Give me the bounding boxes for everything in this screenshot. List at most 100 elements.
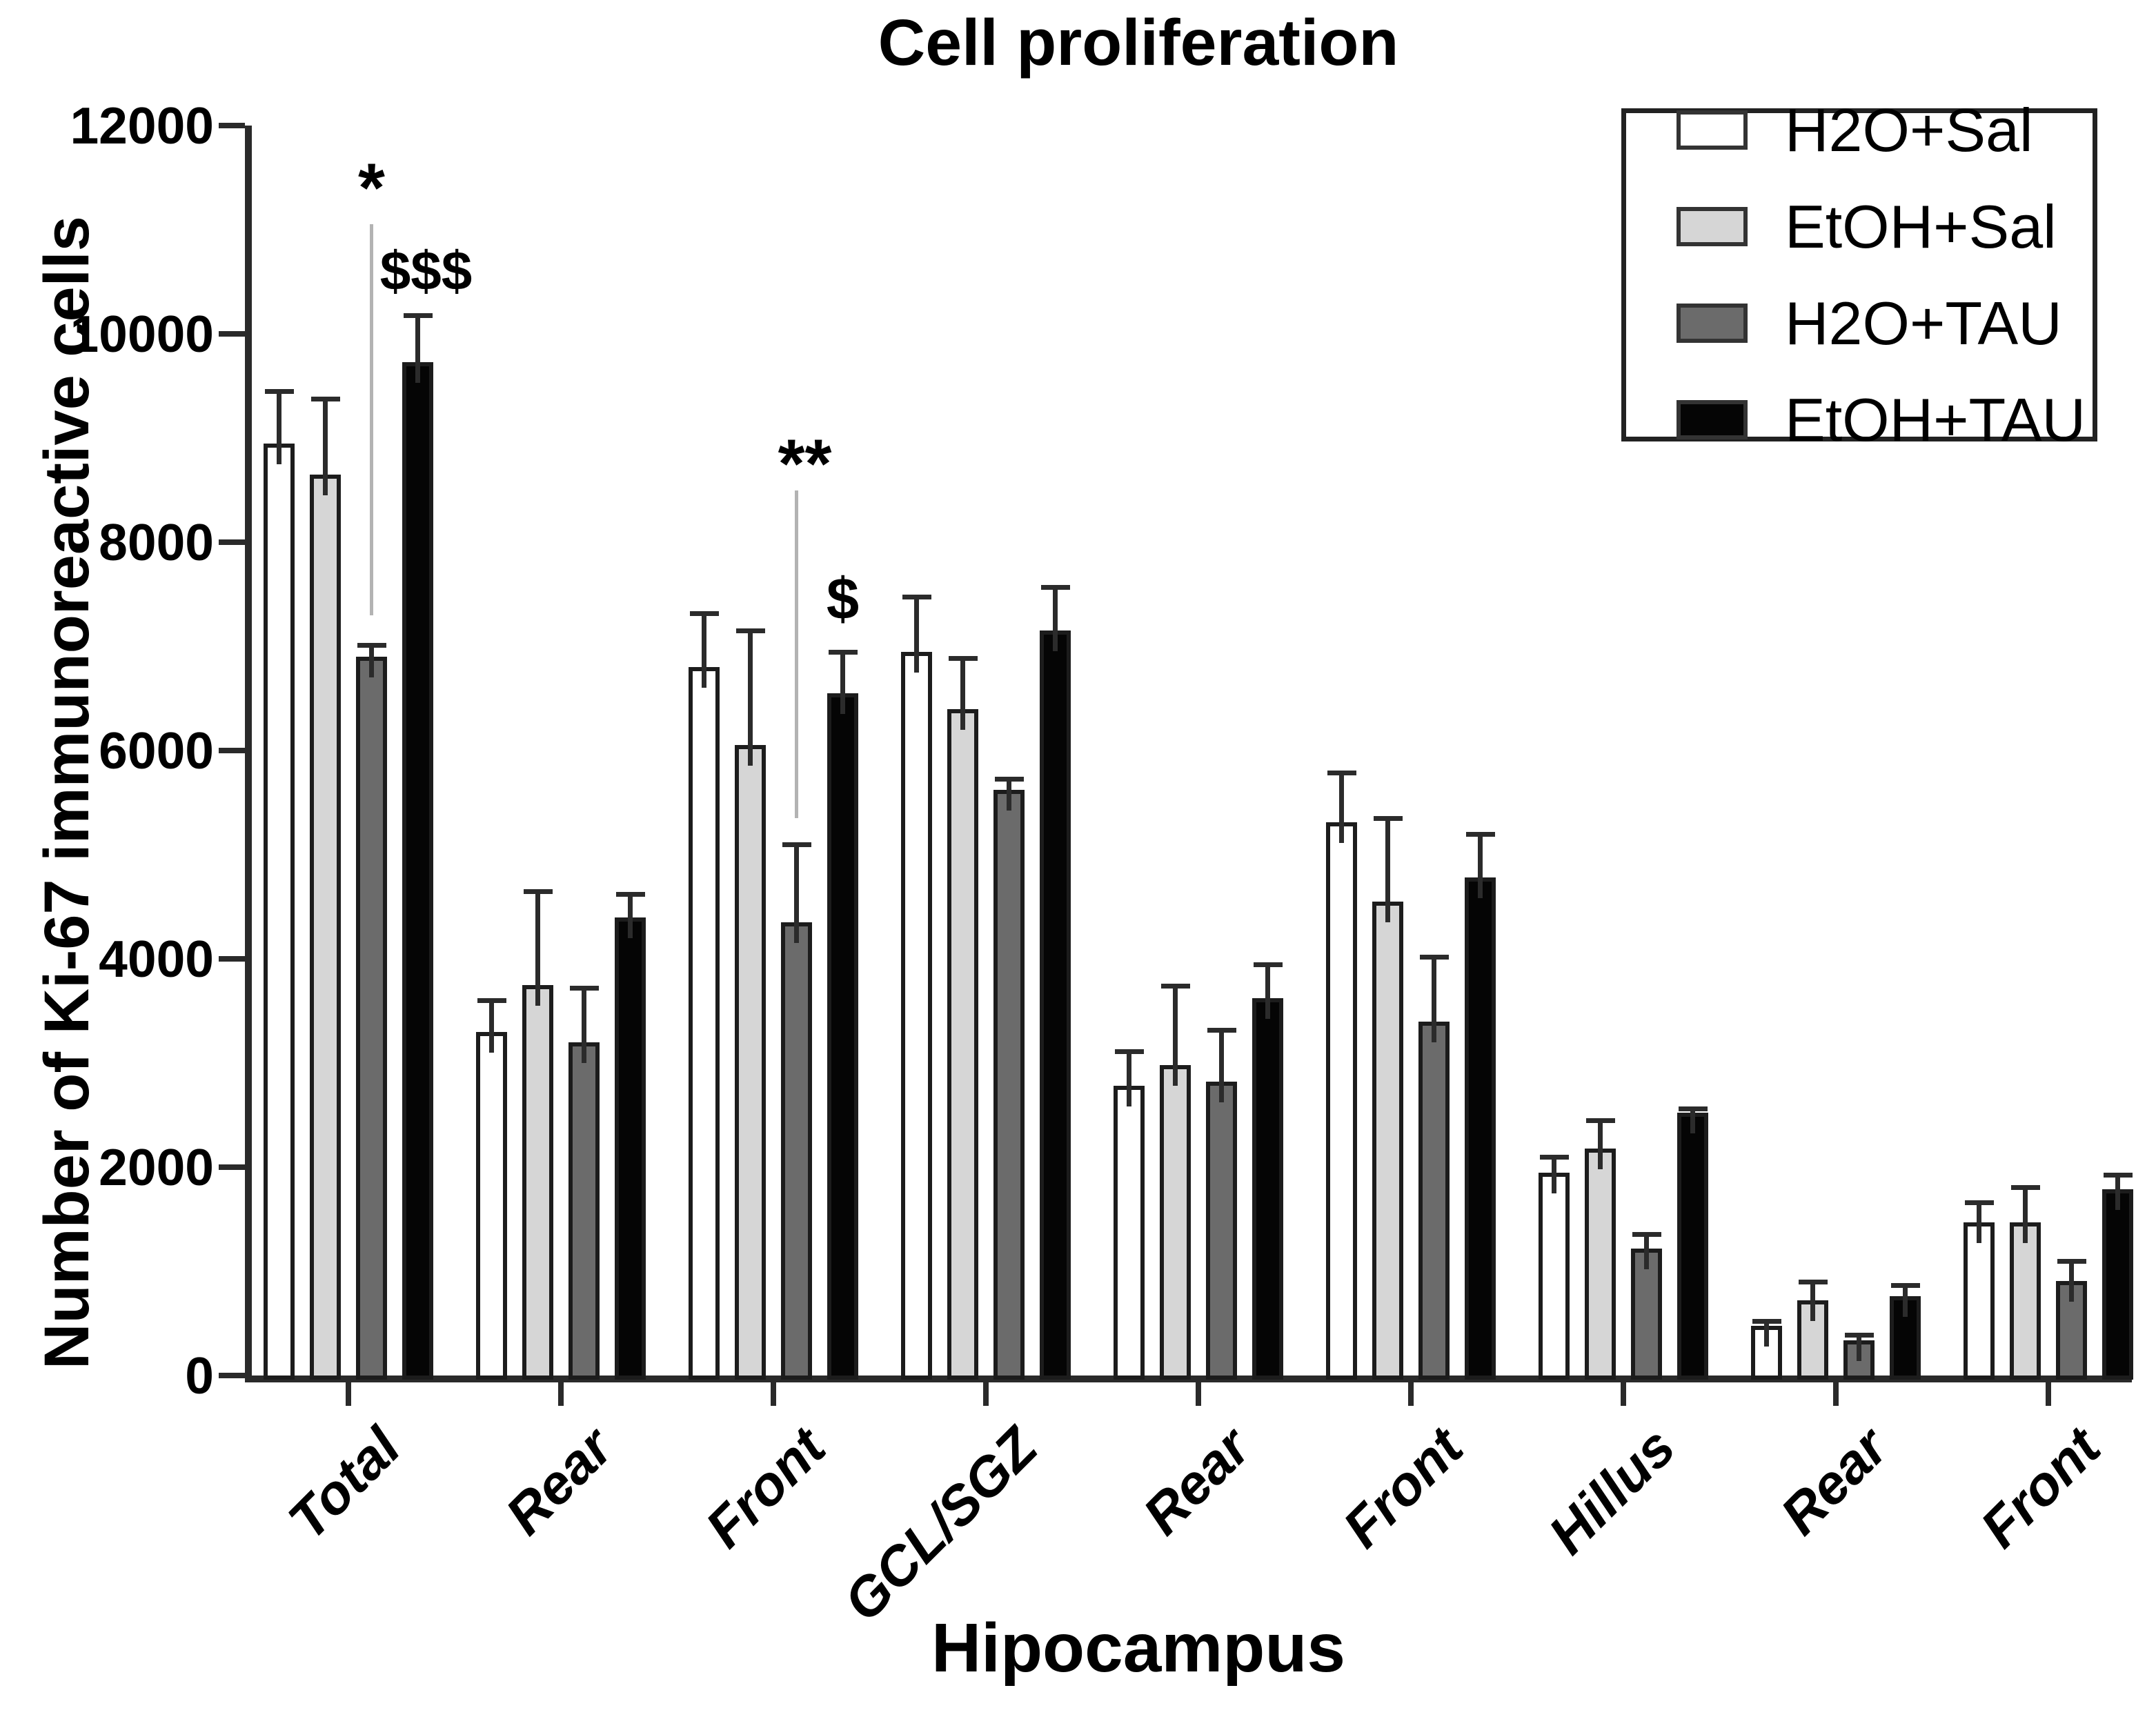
x-tick-mark — [1196, 1382, 1201, 1406]
bar-EtOH+Sal-GCL/SGZ — [947, 708, 978, 1380]
y-tick-mark — [219, 1164, 245, 1170]
error-bar-cap — [1752, 1319, 1781, 1324]
error-bar-whisker — [1432, 956, 1436, 1042]
bar-H2O+Sal-Total — [264, 443, 295, 1380]
y-axis-line — [245, 126, 252, 1382]
bar-H2O+Sal-Front — [689, 667, 720, 1380]
bar-H2O+TAU-Rear — [1843, 1340, 1875, 1380]
x-category-label: GCL/SGZ — [832, 1416, 1049, 1633]
error-bar-whisker — [415, 315, 420, 383]
error-bar-cap — [2010, 1184, 2040, 1190]
x-tick-mark — [1621, 1382, 1626, 1406]
legend-label: H2O+TAU — [1785, 288, 2062, 357]
error-bar-cap — [1253, 962, 1283, 967]
error-bar-cap — [1114, 1049, 1144, 1055]
significance-line — [370, 224, 373, 615]
bar-EtOH+Sal-Front — [2010, 1222, 2041, 1380]
x-tick-mark — [771, 1382, 776, 1406]
x-tick-mark — [1833, 1382, 1839, 1406]
error-bar-whisker — [277, 391, 281, 464]
error-bar-cap — [1798, 1280, 1828, 1285]
error-bar-whisker — [323, 398, 328, 495]
error-bar-cap — [264, 389, 294, 395]
error-bar-whisker — [840, 651, 845, 714]
error-bar-cap — [523, 888, 553, 894]
error-bar-cap — [735, 628, 765, 634]
error-bar-whisker — [1219, 1029, 1224, 1103]
legend-item-H2O+TAU: H2O+TAU — [1677, 292, 2093, 355]
error-bar-cap — [2103, 1172, 2133, 1178]
error-bar-whisker — [1007, 778, 1011, 811]
legend-item-H2O+Sal: H2O+Sal — [1677, 99, 2093, 161]
legend-swatch-icon — [1677, 400, 1748, 439]
error-bar-cap — [689, 610, 719, 616]
error-bar-whisker — [582, 988, 586, 1063]
bar-H2O+TAU-Hillus — [1631, 1248, 1662, 1380]
error-bar-cap — [1207, 1027, 1236, 1033]
y-tick-mark — [219, 956, 245, 962]
error-bar-cap — [1040, 584, 1070, 590]
error-bar-cap — [994, 776, 1024, 782]
y-tick-mark — [219, 123, 245, 128]
legend-swatch-icon — [1677, 110, 1748, 150]
significance-marker: ** — [778, 425, 832, 503]
significance-marker: * — [358, 149, 385, 227]
bar-EtOH+TAU-Total — [402, 361, 433, 1380]
x-category-label: Front — [693, 1416, 837, 1560]
error-bar-whisker — [535, 891, 540, 1006]
error-bar-whisker — [1644, 1233, 1649, 1269]
bar-EtOH+TAU-Front — [827, 693, 858, 1380]
bar-EtOH+TAU-Front — [1465, 877, 1496, 1380]
x-axis-title: Hipocampus — [931, 1609, 1346, 1687]
significance-marker: $ — [826, 566, 860, 633]
bar-EtOH+Sal-Front — [1372, 901, 1403, 1380]
error-bar-cap — [2057, 1258, 2086, 1264]
error-bar-cap — [615, 892, 645, 897]
error-bar-cap — [1890, 1282, 1920, 1288]
bar-H2O+Sal-Rear — [476, 1031, 507, 1380]
x-category-label: Rear — [1768, 1416, 1899, 1547]
bar-H2O+TAU-Rear — [568, 1042, 600, 1380]
error-bar-cap — [782, 842, 811, 847]
error-bar-whisker — [1598, 1120, 1603, 1169]
error-bar-cap — [1465, 831, 1495, 837]
y-tick-label: 8000 — [99, 513, 214, 571]
error-bar-whisker — [1810, 1282, 1815, 1322]
legend-label: EtOH+Sal — [1785, 192, 2057, 261]
significance-marker: $$$ — [379, 240, 473, 302]
x-tick-mark — [346, 1382, 351, 1406]
x-tick-mark — [2046, 1382, 2051, 1406]
error-bar-whisker — [1977, 1202, 1981, 1244]
error-bar-cap — [1160, 984, 1190, 989]
bar-H2O+Sal-Hillus — [1539, 1172, 1570, 1380]
error-bar-whisker — [748, 630, 753, 766]
bar-EtOH+TAU-Rear — [615, 917, 646, 1380]
error-bar-whisker — [960, 657, 965, 730]
error-bar-whisker — [369, 645, 374, 678]
error-bar-whisker — [1339, 772, 1344, 844]
error-bar-cap — [1964, 1200, 1994, 1206]
error-bar-cap — [1539, 1154, 1569, 1160]
bar-H2O+TAU-Rear — [1206, 1082, 1237, 1380]
bar-EtOH+Sal-Front — [735, 745, 766, 1380]
bar-EtOH+Sal-Rear — [1160, 1065, 1191, 1380]
bar-H2O+Sal-Rear — [1114, 1086, 1145, 1380]
legend-item-EtOH+TAU: EtOH+TAU — [1677, 388, 2093, 451]
error-bar-cap — [403, 312, 433, 318]
y-tick-label: 4000 — [99, 930, 214, 988]
legend-swatch-icon — [1677, 304, 1748, 343]
error-bar-cap — [902, 594, 931, 599]
error-bar-cap — [477, 998, 506, 1004]
error-bar-whisker — [1385, 818, 1390, 922]
error-bar-whisker — [2115, 1174, 2120, 1210]
error-bar-whisker — [1265, 964, 1270, 1020]
x-category-label: Front — [1331, 1416, 1474, 1560]
error-bar-cap — [1585, 1118, 1615, 1124]
error-bar-whisker — [1478, 833, 1483, 899]
error-bar-cap — [828, 649, 858, 655]
y-tick-mark — [219, 748, 245, 753]
error-bar-whisker — [2023, 1186, 2028, 1244]
y-tick-label: 12000 — [70, 97, 214, 155]
bar-H2O+TAU-Total — [356, 657, 387, 1380]
error-bar-whisker — [1857, 1335, 1861, 1361]
